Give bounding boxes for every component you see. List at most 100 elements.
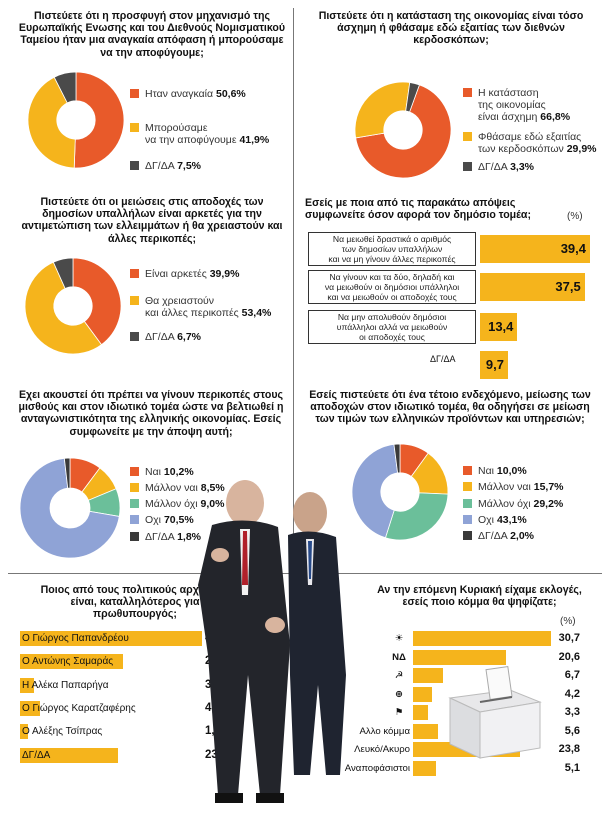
q7-bar	[20, 747, 119, 763]
q4-option-label: ΔΓ/ΔΑ	[430, 354, 456, 364]
q8-value: 30,7	[558, 632, 580, 644]
q3-slice-0	[72, 257, 122, 346]
q7-candidate-label: Ο Γιώργος Παπανδρέου	[22, 633, 129, 644]
q5-legend-value: 10,2%	[163, 466, 194, 478]
q6-legend-swatch	[463, 499, 472, 508]
q3-legend-swatch	[130, 269, 139, 278]
q1-legend-label: ΔΓ/ΔΑ 7,5%	[145, 160, 202, 172]
q3-legend-item: Θα χρειαστούν και άλλες περικοπές 53,4%	[130, 295, 271, 319]
q6-legend-swatch	[463, 531, 472, 540]
q2-legend-label: Η κατάσταση της οικονομίας είναι άσχημη …	[478, 87, 571, 123]
q6-legend-label: ΔΓ/ΔΑ 2,0%	[478, 530, 535, 542]
q4-bar: 9,7	[480, 351, 508, 379]
q3-legend-label: ΔΓ/ΔΑ 6,7%	[145, 331, 202, 343]
q1-legend-value: 7,5%	[177, 160, 202, 172]
q8-bar	[413, 649, 506, 665]
q6-legend-item: Μάλλον ναι 15,7%	[463, 481, 564, 493]
q5-legend-value: 1,8%	[177, 531, 202, 543]
q6-legend-item: Μάλλον όχι 29,2%	[463, 498, 563, 510]
q6-title: Εσείς πιστεύετε ότι ένα τέτοιο ενδεχόμεν…	[309, 389, 591, 426]
q4-unit: (%)	[567, 211, 583, 222]
q2-legend-item: Φθάσαμε εδώ εξαιτίας των κερδοσκόπων 29,…	[463, 131, 597, 155]
q5-legend-swatch	[130, 532, 139, 541]
q8-bar	[413, 631, 551, 646]
q5-legend-label: Ναι 10,2%	[145, 466, 194, 478]
q6-legend-value: 10,0%	[496, 465, 527, 477]
q6-legend-swatch	[463, 482, 472, 491]
q5-title: Εχει ακουστεί ότι πρέπει να γίνουν περικ…	[18, 389, 284, 438]
q8-value: 5,6	[564, 724, 580, 737]
column-divider	[293, 8, 294, 568]
q8-party-label: Λευκό/Ακυρο	[354, 744, 410, 755]
q2-legend-swatch	[463, 88, 472, 97]
q6-legend-swatch	[463, 466, 472, 475]
q3-legend-label: Είναι αρκετές 39,9%	[145, 268, 240, 280]
q6-legend-swatch	[463, 515, 472, 524]
q2-legend-item: Η κατάσταση της οικονομίας είναι άσχημη …	[463, 87, 570, 123]
q6-legend-item: Ναι 10,0%	[463, 465, 527, 477]
q6-slice-4	[393, 443, 401, 474]
q7-candidate-label: Ο Γιώργος Καρατζαφέρης	[22, 702, 136, 714]
q7-title: Ποιος από τους πολιτικούς αρχηγούς είναι…	[40, 584, 230, 621]
q8-bar	[413, 705, 428, 720]
q1-legend-item: Μπορούσαμε να την αποφύγουμε 41,9%	[130, 122, 269, 146]
q6-donut	[351, 443, 449, 541]
q5-legend-value: 70,5%	[163, 514, 194, 526]
q2-legend-swatch	[463, 132, 472, 141]
q1-legend-swatch	[130, 89, 139, 98]
q6-legend-label: Οχι 43,1%	[478, 514, 527, 526]
q5-legend-value: 9,0%	[200, 498, 225, 510]
q5-legend-swatch	[130, 467, 139, 476]
q8-value: 23,8	[558, 743, 580, 755]
kke-hammer-icon: ☭	[394, 670, 404, 681]
q2-legend-value: 66,8%	[540, 111, 571, 123]
q7-candidate-label: Η Αλέκα Παπαρήγα	[22, 679, 109, 691]
q2-legend-value: 3,3%	[510, 161, 535, 173]
q1-title: Πιστεύετε ότι η προσφυγή στον μηχανισμό …	[18, 10, 286, 59]
q4-option-label: Να μην απολυθούν δημόσιοι υπάλληλοι αλλά…	[308, 310, 476, 344]
q3-legend-label: Θα χρειαστούν και άλλες περικοπές 53,4%	[145, 295, 272, 319]
q8-value: 6,7	[564, 669, 580, 681]
q1-legend-label: Μπορούσαμε να την αποφύγουμε 41,9%	[145, 122, 270, 146]
q7-candidate-label: ΔΓ/ΔΑ	[22, 749, 51, 761]
q6-slice-2	[384, 492, 449, 541]
q1-legend-item: ΔΓ/ΔΑ 7,5%	[130, 160, 201, 172]
q6-legend-value: 43,1%	[496, 514, 527, 526]
q4-option-label: Να μειωθεί δραστικά ο αριθμός των δημοσί…	[308, 232, 476, 266]
syriza-flag-icon: ⚑	[394, 707, 404, 718]
q3-legend-item: ΔΓ/ΔΑ 6,7%	[130, 331, 201, 343]
q5-legend-item: Ναι 10,2%	[130, 466, 194, 478]
q3-legend-swatch	[130, 296, 139, 305]
q8-value: 3,3	[564, 706, 580, 718]
q1-legend-item: Ηταν αναγκαία 50,6%	[130, 88, 246, 100]
q3-slice-1	[24, 261, 103, 355]
q5-legend-label: Μάλλον όχι 9,0%	[145, 498, 225, 510]
q8-unit: (%)	[560, 616, 576, 627]
q8-title: Αν την επόμενη Κυριακή είχαμε εκλογές, ε…	[377, 584, 582, 609]
q6-legend-label: Μάλλον όχι 29,2%	[478, 498, 564, 510]
q8-value: 4,2	[564, 687, 580, 700]
q1-legend-value: 50,6%	[215, 88, 246, 100]
q8-value: 20,6	[558, 650, 580, 663]
q1-legend-swatch	[130, 123, 139, 132]
q6-legend-value: 29,2%	[533, 498, 564, 510]
ballot-box-illustration	[448, 666, 542, 759]
q6-legend-value: 2,0%	[510, 530, 535, 542]
q5-donut	[19, 457, 121, 559]
q7-bar	[20, 654, 123, 670]
q5-legend-item: Μάλλον ναι 8,5%	[130, 482, 225, 494]
q6-legend-item: ΔΓ/ΔΑ 2,0%	[463, 530, 534, 542]
q2-slice-1	[354, 81, 411, 139]
q7-bar	[20, 700, 41, 716]
q6-legend-item: Οχι 43,1%	[463, 514, 527, 526]
q3-donut	[24, 257, 122, 355]
q4-title: Εσείς με ποια από τις παρακάτω απόψεις σ…	[305, 197, 531, 222]
q1-legend-value: 41,9%	[239, 134, 270, 146]
q8-party-label: Αναποφάσιστοι	[344, 762, 410, 774]
q8-value: 5,1	[564, 761, 580, 774]
q8-bar	[413, 686, 432, 702]
q4-bar: 37,5	[480, 273, 585, 301]
q2-slice-2	[405, 82, 420, 113]
q1-legend-swatch	[130, 161, 139, 170]
q5-legend-value: 8,5%	[200, 482, 225, 494]
